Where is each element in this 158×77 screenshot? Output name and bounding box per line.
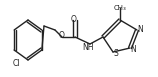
Text: N: N [137,25,143,34]
Text: CH₃: CH₃ [114,5,126,11]
Text: Cl: Cl [12,60,20,69]
Text: O: O [59,31,65,41]
Text: N: N [130,45,136,54]
Text: S: S [114,50,118,59]
Text: NH: NH [82,43,94,52]
Text: O: O [71,14,77,23]
